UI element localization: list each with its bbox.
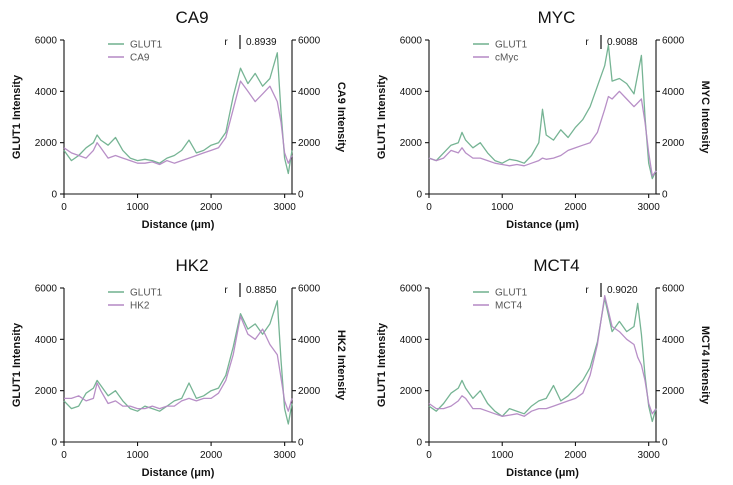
x-tick-label: 2000 (564, 202, 587, 213)
y-tick-label: 0 (51, 190, 57, 201)
y2-tick-label: 6000 (298, 284, 321, 295)
x-axis-label: Distance (μm) (506, 467, 579, 479)
legend-label: GLUT1 (495, 40, 528, 51)
x-tick-label: 1000 (126, 202, 149, 213)
series-line-ca9 (63, 80, 293, 166)
y-tick-label: 4000 (400, 335, 423, 346)
chart-title: MYC (538, 8, 576, 27)
x-tick-label: 0 (61, 202, 67, 213)
legend-label: GLUT1 (495, 288, 528, 299)
y-axis-label: GLUT1 Intensity (11, 322, 23, 407)
chart-title: MCT4 (533, 256, 579, 275)
y-tick-label: 4000 (35, 335, 58, 346)
y2-tick-label: 2000 (298, 386, 321, 397)
y-tick-label: 2000 (35, 386, 58, 397)
y2-tick-label: 6000 (298, 36, 321, 47)
x-tick-label: 0 (426, 202, 432, 213)
r-value: 0.8939 (246, 37, 277, 48)
x-tick-label: 1000 (491, 450, 514, 461)
legend-label: GLUT1 (130, 288, 163, 299)
y-tick-label: 6000 (400, 284, 423, 295)
y2-tick-label: 2000 (298, 138, 321, 149)
series-line-glut1 (428, 297, 657, 423)
x-axis-label: Distance (μm) (506, 219, 579, 231)
legend-label: CA9 (130, 53, 150, 64)
r-label: r (224, 37, 228, 48)
chart-title: HK2 (175, 256, 208, 275)
y2-tick-label: 6000 (662, 284, 685, 295)
series-line-hk2 (64, 315, 293, 412)
y2-tick-label: 0 (662, 190, 668, 201)
y2-tick-label: 4000 (662, 335, 685, 346)
y-tick-label: 2000 (400, 138, 423, 149)
y2-tick-label: 0 (662, 438, 668, 449)
y-tick-label: 2000 (35, 138, 58, 149)
y2-tick-label: 4000 (298, 335, 321, 346)
y2-axis-label: HK2 Intensity (335, 330, 347, 401)
r-label: r (585, 37, 589, 48)
x-tick-label: 2000 (200, 450, 223, 461)
y2-tick-label: 4000 (298, 87, 321, 98)
legend-label: HK2 (130, 301, 150, 312)
y-tick-label: 6000 (35, 36, 58, 47)
series-line-glut1 (428, 44, 657, 180)
r-value: 0.9020 (607, 285, 638, 296)
series-line-cmyc (428, 90, 657, 177)
series-line-mct4 (428, 295, 657, 417)
y2-tick-label: 6000 (662, 36, 685, 47)
x-tick-label: 0 (61, 450, 67, 461)
y2-tick-label: 0 (298, 190, 304, 201)
y2-tick-label: 0 (298, 438, 304, 449)
y-axis-label: GLUT1 Intensity (376, 322, 388, 407)
r-value: 0.9088 (607, 37, 638, 48)
y-tick-label: 6000 (35, 284, 58, 295)
series-line-glut1 (63, 52, 293, 175)
y-axis-label: GLUT1 Intensity (376, 74, 388, 159)
x-tick-label: 3000 (638, 450, 661, 461)
y-tick-label: 6000 (400, 36, 423, 47)
y2-tick-label: 2000 (662, 386, 685, 397)
y2-axis-label: CA9 Intensity (335, 82, 347, 153)
x-axis-label: Distance (μm) (142, 467, 215, 479)
legend-label: MCT4 (495, 301, 523, 312)
x-tick-label: 2000 (200, 202, 223, 213)
x-tick-label: 2000 (564, 450, 587, 461)
r-label: r (585, 285, 589, 296)
y-tick-label: 0 (51, 438, 57, 449)
legend-label: cMyc (495, 53, 518, 64)
series-line-glut1 (63, 300, 293, 425)
y2-tick-label: 4000 (662, 87, 685, 98)
r-value: 0.8850 (246, 285, 277, 296)
x-tick-label: 0 (426, 450, 432, 461)
x-tick-label: 3000 (638, 202, 661, 213)
chart-title: CA9 (175, 8, 208, 27)
r-label: r (224, 285, 228, 296)
x-tick-label: 3000 (274, 450, 297, 461)
y-tick-label: 4000 (400, 87, 423, 98)
y2-axis-label: MYC Intensity (699, 81, 711, 155)
x-tick-label: 3000 (274, 202, 297, 213)
x-tick-label: 1000 (126, 450, 149, 461)
y-tick-label: 2000 (400, 386, 423, 397)
x-axis-label: Distance (μm) (142, 219, 215, 231)
x-tick-label: 1000 (491, 202, 514, 213)
y2-tick-label: 2000 (662, 138, 685, 149)
y2-axis-label: MCT4 Intensity (699, 326, 711, 405)
y-tick-label: 0 (416, 190, 422, 201)
legend-label: GLUT1 (130, 40, 163, 51)
y-tick-label: 0 (416, 438, 422, 449)
y-tick-label: 4000 (35, 87, 58, 98)
y-axis-label: GLUT1 Intensity (11, 74, 23, 159)
